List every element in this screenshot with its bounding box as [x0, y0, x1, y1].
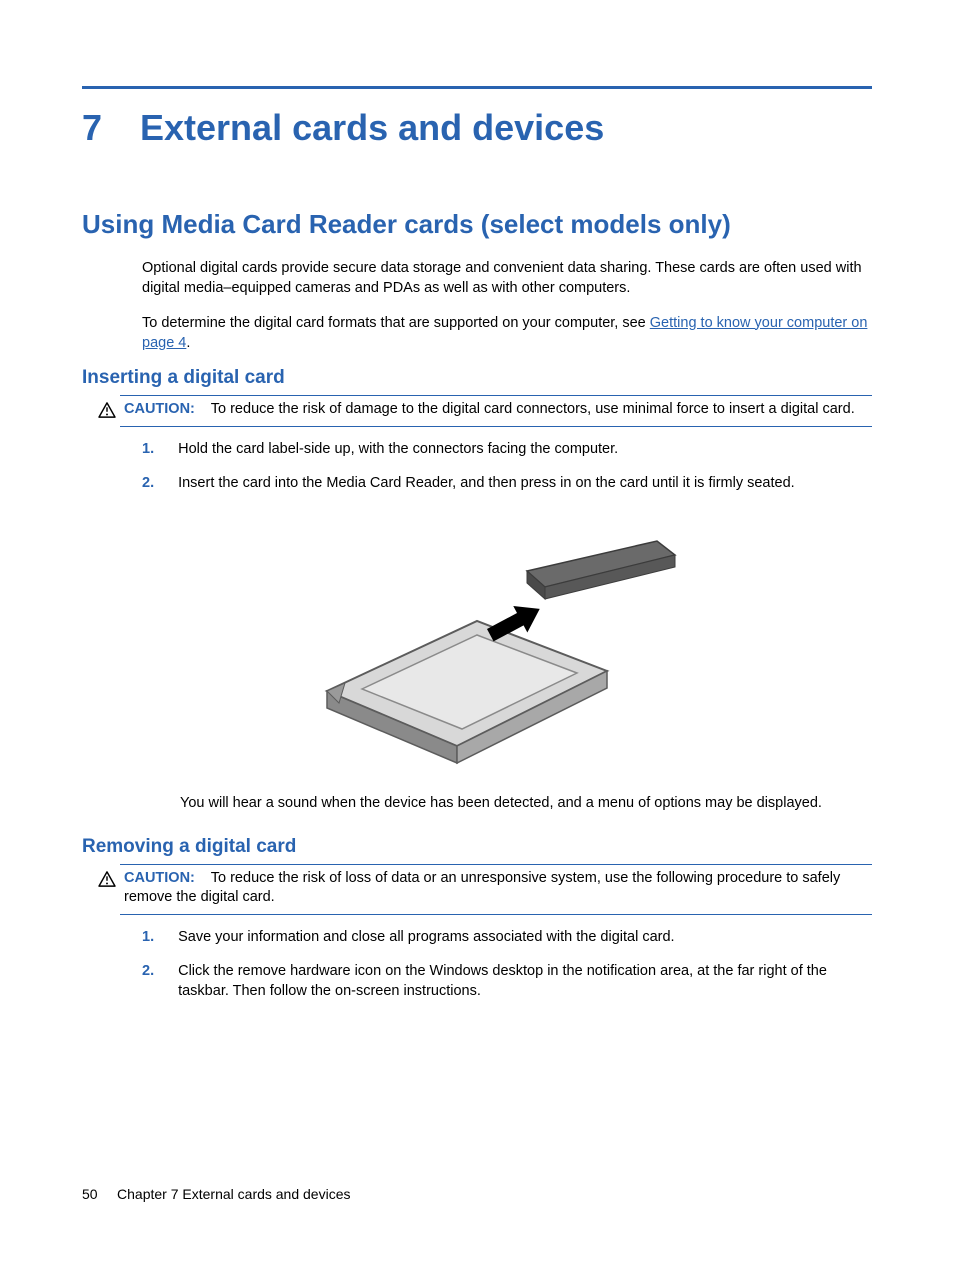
- caution-label: CAUTION:: [124, 401, 195, 417]
- list-item: 2. Insert the card into the Media Card R…: [142, 473, 872, 493]
- step-text: Save your information and close all prog…: [178, 927, 872, 947]
- caution-text: To reduce the risk of damage to the digi…: [211, 401, 855, 417]
- chapter-heading: 7 External cards and devices: [82, 107, 872, 149]
- removing-caution: CAUTION: To reduce the risk of loss of d…: [120, 864, 872, 915]
- intro-paragraph-2: To determine the digital card formats th…: [142, 313, 872, 354]
- insert-card-illustration: [277, 511, 677, 771]
- inserting-steps: 1. Hold the card label-side up, with the…: [142, 439, 872, 494]
- list-item: 2. Click the remove hardware icon on the…: [142, 961, 872, 1002]
- page-number: 50: [82, 1186, 98, 1202]
- chapter-title: External cards and devices: [140, 107, 604, 149]
- caution-icon: [98, 402, 116, 418]
- step-text: Insert the card into the Media Card Read…: [178, 473, 872, 493]
- page-footer: 50 Chapter 7 External cards and devices: [82, 1186, 351, 1202]
- step-number: 2.: [142, 473, 154, 493]
- section-heading: Using Media Card Reader cards (select mo…: [82, 209, 872, 240]
- para2-post: .: [186, 335, 190, 351]
- step-number: 1.: [142, 439, 154, 459]
- step-text: Click the remove hardware icon on the Wi…: [178, 961, 872, 1002]
- caution-label: CAUTION:: [124, 870, 195, 886]
- caution-icon: [98, 871, 116, 887]
- step-number: 2.: [142, 961, 154, 1002]
- caution-text: To reduce the risk of loss of data or an…: [124, 870, 840, 906]
- removing-steps: 1. Save your information and close all p…: [142, 927, 872, 1002]
- intro-paragraph-1: Optional digital cards provide secure da…: [142, 258, 872, 299]
- para2-pre: To determine the digital card formats th…: [142, 315, 650, 331]
- footer-chapter-ref: Chapter 7 External cards and devices: [117, 1186, 350, 1202]
- step-text: Hold the card label-side up, with the co…: [178, 439, 872, 459]
- inserting-after-text: You will hear a sound when the device ha…: [180, 793, 872, 813]
- removing-heading: Removing a digital card: [82, 836, 872, 858]
- chapter-rule: [82, 86, 872, 89]
- list-item: 1. Save your information and close all p…: [142, 927, 872, 947]
- inserting-caution: CAUTION: To reduce the risk of damage to…: [120, 395, 872, 427]
- list-item: 1. Hold the card label-side up, with the…: [142, 439, 872, 459]
- chapter-number: 7: [82, 107, 140, 149]
- inserting-heading: Inserting a digital card: [82, 367, 872, 389]
- step-number: 1.: [142, 927, 154, 947]
